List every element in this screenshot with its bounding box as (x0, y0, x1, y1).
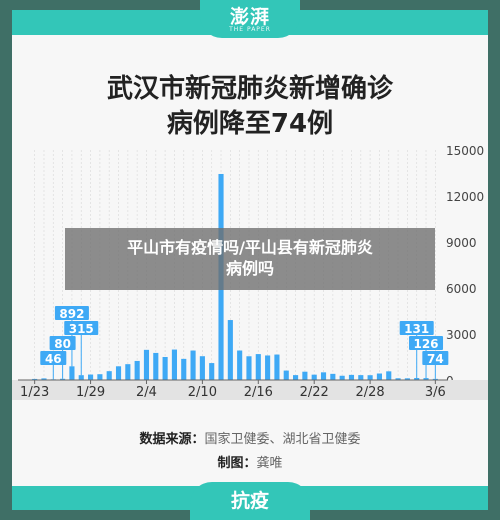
bar (432, 378, 438, 380)
chart-credit: 制图：龚唯 (0, 452, 500, 471)
overlay-line-2: 病例吗 (225, 259, 274, 278)
y-tick-label: 3000 (446, 328, 477, 342)
bar (330, 373, 336, 380)
headline-overlay: 平山市有疫情吗/平山县有新冠肺炎 病例吗 (65, 228, 435, 290)
x-tick-label: 2/22 (300, 385, 329, 400)
chart-title-line-1: 武汉市新冠肺炎新增确诊 (106, 74, 393, 104)
bar (227, 320, 233, 380)
bar (134, 360, 140, 380)
bar-chart: 030006000900012000150001/231/292/42/102/… (12, 144, 488, 400)
brand-logo-text: 澎湃 (229, 6, 270, 28)
bar (88, 374, 94, 380)
bar (181, 358, 187, 380)
bar (190, 350, 196, 380)
brand-logo: 澎湃 THE PAPER (200, 0, 300, 38)
bar (78, 375, 84, 380)
annotation-label: 892 (59, 307, 84, 321)
brand-logo-subtext: THE PAPER (229, 26, 271, 33)
chart-credit-label: 制图： (217, 456, 257, 471)
annotation-badge (422, 351, 449, 365)
bar (367, 375, 373, 380)
bar (106, 371, 112, 380)
y-tick-label: 6000 (446, 282, 477, 296)
bar (395, 378, 401, 380)
bar (60, 378, 66, 380)
y-tick-label: 15000 (446, 144, 484, 158)
footer-logo: 抗疫 (190, 482, 310, 520)
annotation-badge (49, 336, 76, 350)
bar (339, 375, 345, 380)
bar (414, 377, 420, 380)
bar (358, 375, 364, 380)
bar (125, 364, 131, 380)
bar (265, 355, 271, 380)
bar (97, 374, 103, 380)
annotation-label: 131 (404, 322, 429, 336)
bar (199, 356, 205, 380)
x-tick-label: 3/6 (425, 385, 446, 400)
bar (115, 366, 122, 380)
bar (41, 378, 47, 380)
bar (32, 378, 38, 380)
bar (348, 374, 355, 380)
overlay-line-1: 平山市有疫情吗/平山县有新冠肺炎 (127, 238, 373, 257)
bar (302, 371, 308, 380)
bar (246, 356, 252, 380)
bar (404, 378, 410, 380)
bar (143, 349, 150, 380)
bar (69, 366, 75, 380)
data-source: 数据来源：国家卫健委、湖北省卫健委 (0, 428, 500, 447)
x-tick-label: 1/23 (20, 385, 49, 400)
bar (153, 352, 159, 380)
x-tick-label: 1/29 (76, 385, 105, 400)
bar (320, 372, 327, 380)
data-source-value: 国家卫健委、湖北省卫健委 (204, 432, 361, 447)
x-tick-label: 2/16 (244, 385, 273, 400)
bar (283, 370, 289, 380)
bar (376, 373, 382, 380)
annotation-label: 80 (54, 337, 71, 351)
annotation-badge (40, 351, 67, 365)
bar (162, 356, 168, 380)
x-tick-label: 2/28 (356, 385, 385, 400)
bar (171, 349, 177, 380)
bar (386, 371, 392, 380)
x-axis-band (12, 380, 488, 400)
data-source-label: 数据来源： (139, 432, 205, 447)
y-tick-label: 9000 (446, 236, 477, 250)
chart-title-line-2: 病例降至74例 (166, 109, 334, 139)
bar (293, 375, 299, 380)
annotation-badge (409, 336, 444, 350)
annotation-badge (54, 306, 89, 320)
y-tick-label: 12000 (446, 190, 484, 204)
bar (255, 354, 261, 380)
bar (274, 354, 280, 380)
annotation-badge (399, 321, 434, 335)
annotation-label: 74 (427, 352, 444, 366)
x-tick-label: 2/10 (188, 385, 217, 400)
bar (423, 378, 429, 380)
annotation-label: 126 (413, 337, 438, 351)
bar (311, 374, 317, 380)
annotation-label: 315 (69, 322, 94, 336)
x-tick-label: 2/4 (136, 385, 157, 400)
annotation-label: 46 (45, 352, 62, 366)
chart-credit-value: 龚唯 (256, 456, 283, 471)
bar (209, 363, 215, 380)
annotation-badge (64, 321, 99, 335)
bar (237, 350, 243, 380)
